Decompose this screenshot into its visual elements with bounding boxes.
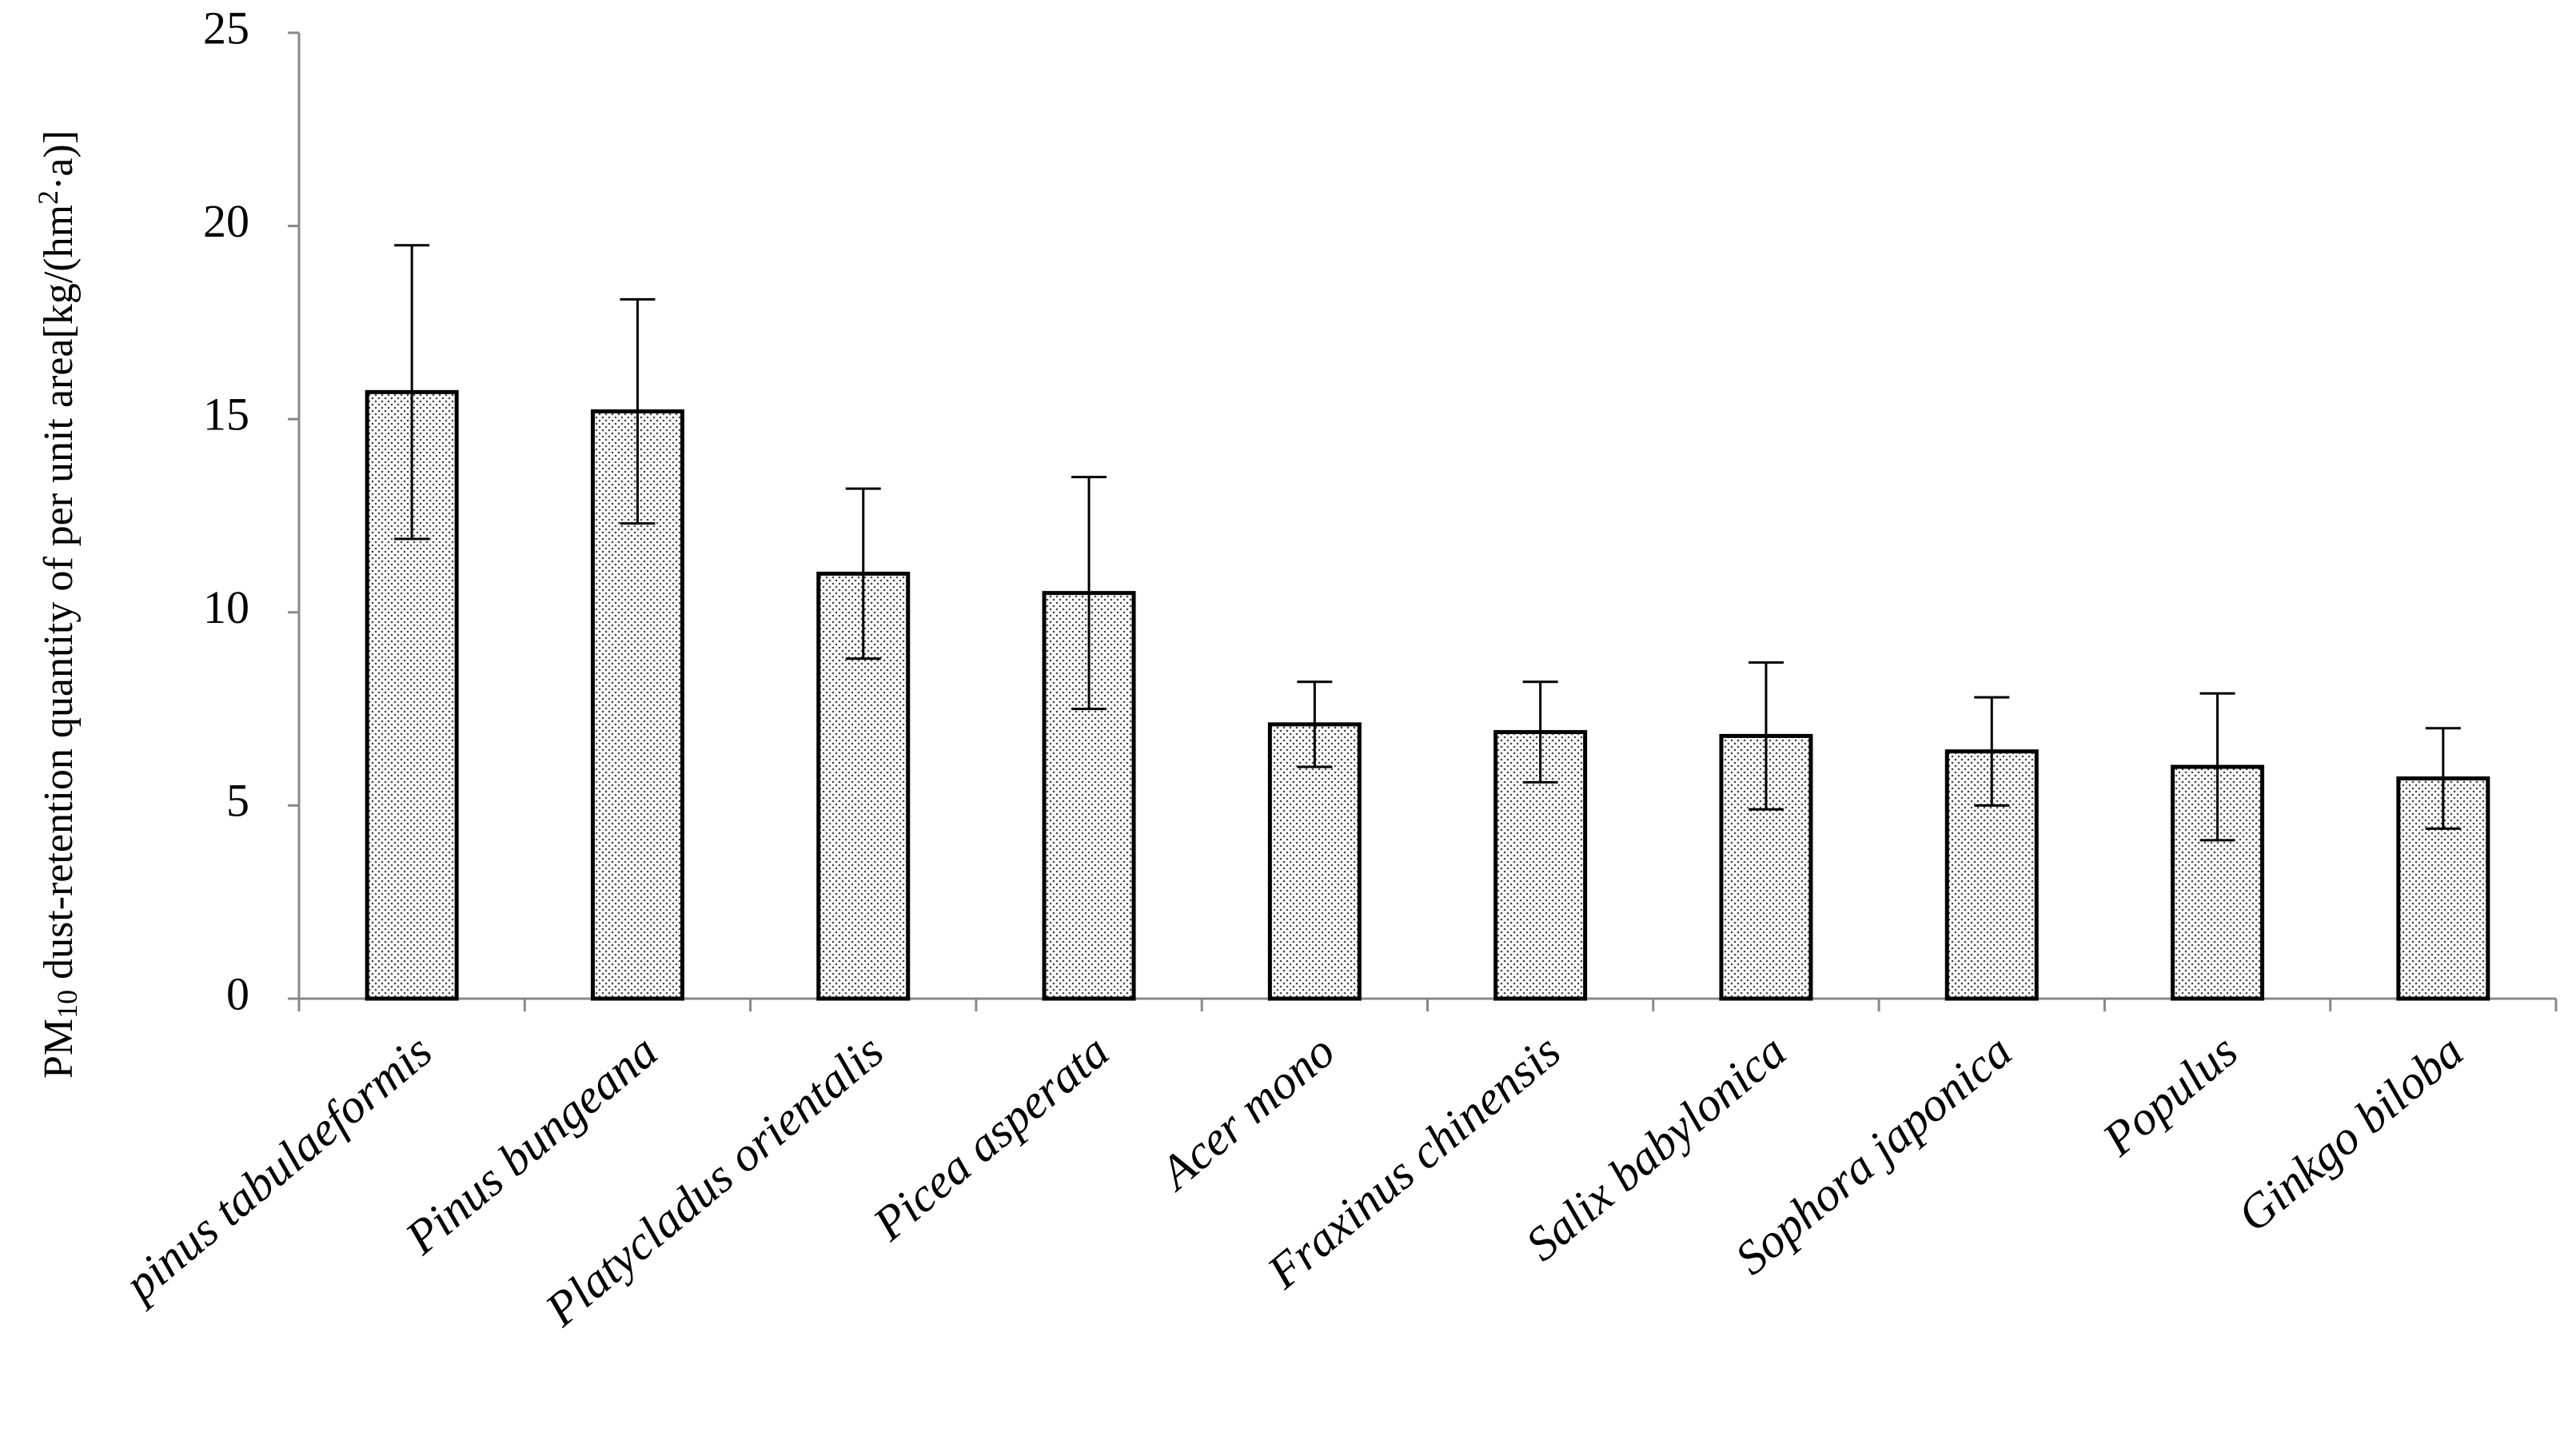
x-tick-label: Picea asperata (863, 1024, 1119, 1251)
y-tick-label: 15 (203, 389, 249, 441)
y-tick-label: 0 (226, 967, 249, 1019)
y-tick-label: 10 (203, 581, 249, 633)
y-axis-title-sub: 10 (51, 990, 83, 1019)
x-tick-label: Populus (2092, 1024, 2247, 1167)
bar (1267, 722, 1362, 1001)
y-axis-title-sup: 2 (32, 190, 64, 205)
y-tick-label: 20 (203, 195, 249, 247)
y-tick-label: 25 (203, 2, 249, 54)
x-tick-label: Ginkgo biloba (2227, 1024, 2473, 1242)
bar (2171, 764, 2265, 1001)
y-axis-title-part: PM (36, 1019, 82, 1079)
x-tick-label: Acer mono (1148, 1024, 1345, 1201)
y-axis-title-part: dust-retention quantity of per unit area… (36, 205, 82, 990)
y-axis-title: PM10 dust-retention quantity of per unit… (32, 130, 83, 1079)
y-tick-label: 5 (226, 775, 249, 827)
x-tick-label: pinus tabulaeformis (112, 1024, 441, 1313)
y-axis-title-part: ·a)] (36, 130, 82, 190)
